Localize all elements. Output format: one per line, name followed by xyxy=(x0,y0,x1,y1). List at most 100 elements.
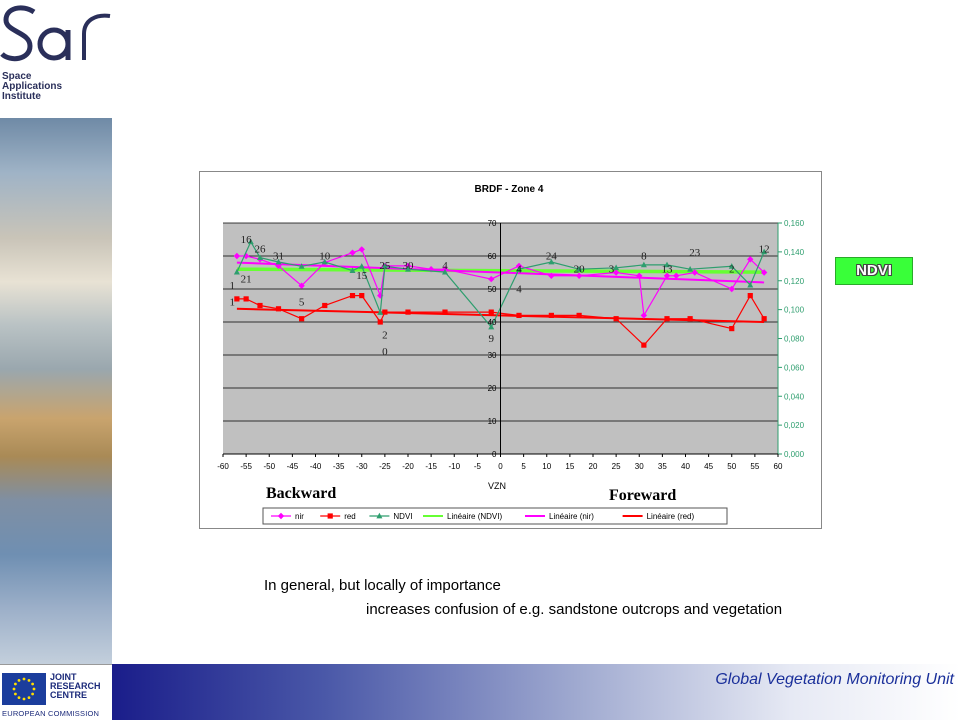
left-tick-label: 30 xyxy=(488,351,497,360)
data-point-ndvi xyxy=(687,266,694,272)
data-point-red xyxy=(382,309,388,315)
data-point-ndvi xyxy=(516,266,522,272)
x-tick-label: 10 xyxy=(542,462,551,471)
footer-unit-title: Global Vegetation Monitoring Unit xyxy=(715,671,954,688)
data-point-nir xyxy=(691,269,698,276)
x-tick-label: -15 xyxy=(425,462,437,471)
data-point-ndvi xyxy=(613,264,620,271)
sai-logo-text: Space Applications Institute xyxy=(2,71,63,102)
point-label: 23 xyxy=(689,247,701,259)
right-tick-label: 0,020 xyxy=(784,421,805,430)
data-point-ndvi xyxy=(576,266,583,272)
data-point-ndvi xyxy=(728,263,735,269)
point-label: 9 xyxy=(489,333,495,345)
data-point-red xyxy=(516,312,522,318)
point-label: 15 xyxy=(356,270,368,282)
data-point-nir xyxy=(404,262,412,270)
data-point-ndvi xyxy=(640,261,647,268)
data-point-nir xyxy=(427,266,435,273)
x-tick-label: -55 xyxy=(240,462,252,471)
point-label: 1 xyxy=(230,280,236,292)
left-tick-label: 20 xyxy=(488,384,497,393)
left-tick-label: 10 xyxy=(488,417,497,426)
legend-marker-nir xyxy=(277,512,285,520)
data-point-ndvi xyxy=(257,254,263,261)
data-point-nir xyxy=(515,262,523,270)
point-label: 2 xyxy=(382,330,388,342)
left-tick-label: 0 xyxy=(492,450,497,459)
data-point-ndvi xyxy=(247,238,254,245)
satellite-image-strip xyxy=(0,118,112,664)
data-point-ndvi xyxy=(377,309,384,315)
point-label: 2 xyxy=(729,264,735,276)
x-tick-label: -60 xyxy=(217,462,229,471)
legend-marker-ndvi xyxy=(376,512,383,519)
data-point-nir xyxy=(298,282,305,289)
x-tick-label: 30 xyxy=(635,462,644,471)
x-tick-label: 35 xyxy=(658,462,667,471)
chart-legend: nir red NDVI Linéaire (NDVI) Linéaire (nir) L… xyxy=(262,507,728,525)
point-label: 1 xyxy=(230,297,236,309)
left-tick-label: 40 xyxy=(488,318,497,327)
data-point-ndvi xyxy=(358,263,365,269)
legend-entry-red: red xyxy=(344,512,356,521)
data-point-red xyxy=(275,306,282,312)
left-tick-label: 50 xyxy=(488,285,497,294)
right-tick-label: 0,060 xyxy=(784,363,805,372)
x-tick-label: -20 xyxy=(402,462,414,471)
point-label: 31 xyxy=(273,250,284,262)
european-commission-label: EUROPEAN COMMISSION xyxy=(2,709,100,718)
footer-band xyxy=(112,664,960,720)
data-point-ndvi xyxy=(761,248,768,255)
sai-logo-mark xyxy=(0,5,111,62)
data-point-nir xyxy=(349,249,356,256)
data-point-nir xyxy=(548,272,555,279)
x-tick-label: 40 xyxy=(681,462,690,471)
body-text-line-1: In general, but locally of importance xyxy=(264,577,501,594)
chart-title: BRDF - Zone 4 xyxy=(475,184,544,195)
x-tick-label: -50 xyxy=(263,462,275,471)
data-point-ndvi xyxy=(405,266,411,272)
data-point-ndvi xyxy=(488,323,495,330)
point-label: 16 xyxy=(241,234,253,246)
data-point-ndvi xyxy=(664,261,670,268)
legend-entry-ndvi: NDVI xyxy=(393,512,412,521)
right-tick-label: 0,000 xyxy=(784,450,805,459)
right-tick-label: 0,120 xyxy=(784,277,805,286)
data-point-red xyxy=(641,342,647,348)
data-point-red xyxy=(687,316,693,322)
point-label: 10 xyxy=(319,250,331,262)
data-point-nir xyxy=(233,252,241,260)
x-tick-label: 15 xyxy=(565,462,574,471)
data-point-red xyxy=(234,296,240,302)
ndvi-badge: NDVI xyxy=(835,257,913,285)
x-tick-label: -25 xyxy=(379,462,391,471)
point-label: 26 xyxy=(255,244,267,256)
point-label: 13 xyxy=(662,264,674,276)
x-tick-label: -10 xyxy=(448,462,460,471)
data-point-nir xyxy=(488,275,495,283)
axes: 0102030405060700,0000,0200,0400,0600,080… xyxy=(217,219,804,471)
legend-entry-lin-aire-nir: Linéaire (nir) xyxy=(549,512,594,521)
data-point-red xyxy=(613,316,619,322)
data-point-red xyxy=(243,296,249,302)
x-tick-label: 45 xyxy=(704,462,713,471)
data-point-ndvi xyxy=(233,268,240,275)
data-point-red xyxy=(747,293,753,299)
x-tick-label: 60 xyxy=(774,462,783,471)
x-tick-label: 20 xyxy=(589,462,598,471)
data-point-red xyxy=(322,302,328,309)
point-label: 30 xyxy=(403,260,415,272)
data-point-red xyxy=(405,309,411,315)
point-label: 25 xyxy=(379,260,391,272)
data-point-nir xyxy=(575,272,583,279)
data-point-nir xyxy=(728,285,735,293)
x-tick-label: 25 xyxy=(612,462,621,471)
left-tick-label: 60 xyxy=(488,252,497,261)
data-point-nir xyxy=(673,272,680,279)
data-point-red xyxy=(257,302,263,309)
data-point-ndvi xyxy=(548,258,555,265)
foreward-label: Foreward xyxy=(609,487,677,504)
right-tick-label: 0,040 xyxy=(784,392,805,401)
point-label: 20 xyxy=(574,264,586,276)
